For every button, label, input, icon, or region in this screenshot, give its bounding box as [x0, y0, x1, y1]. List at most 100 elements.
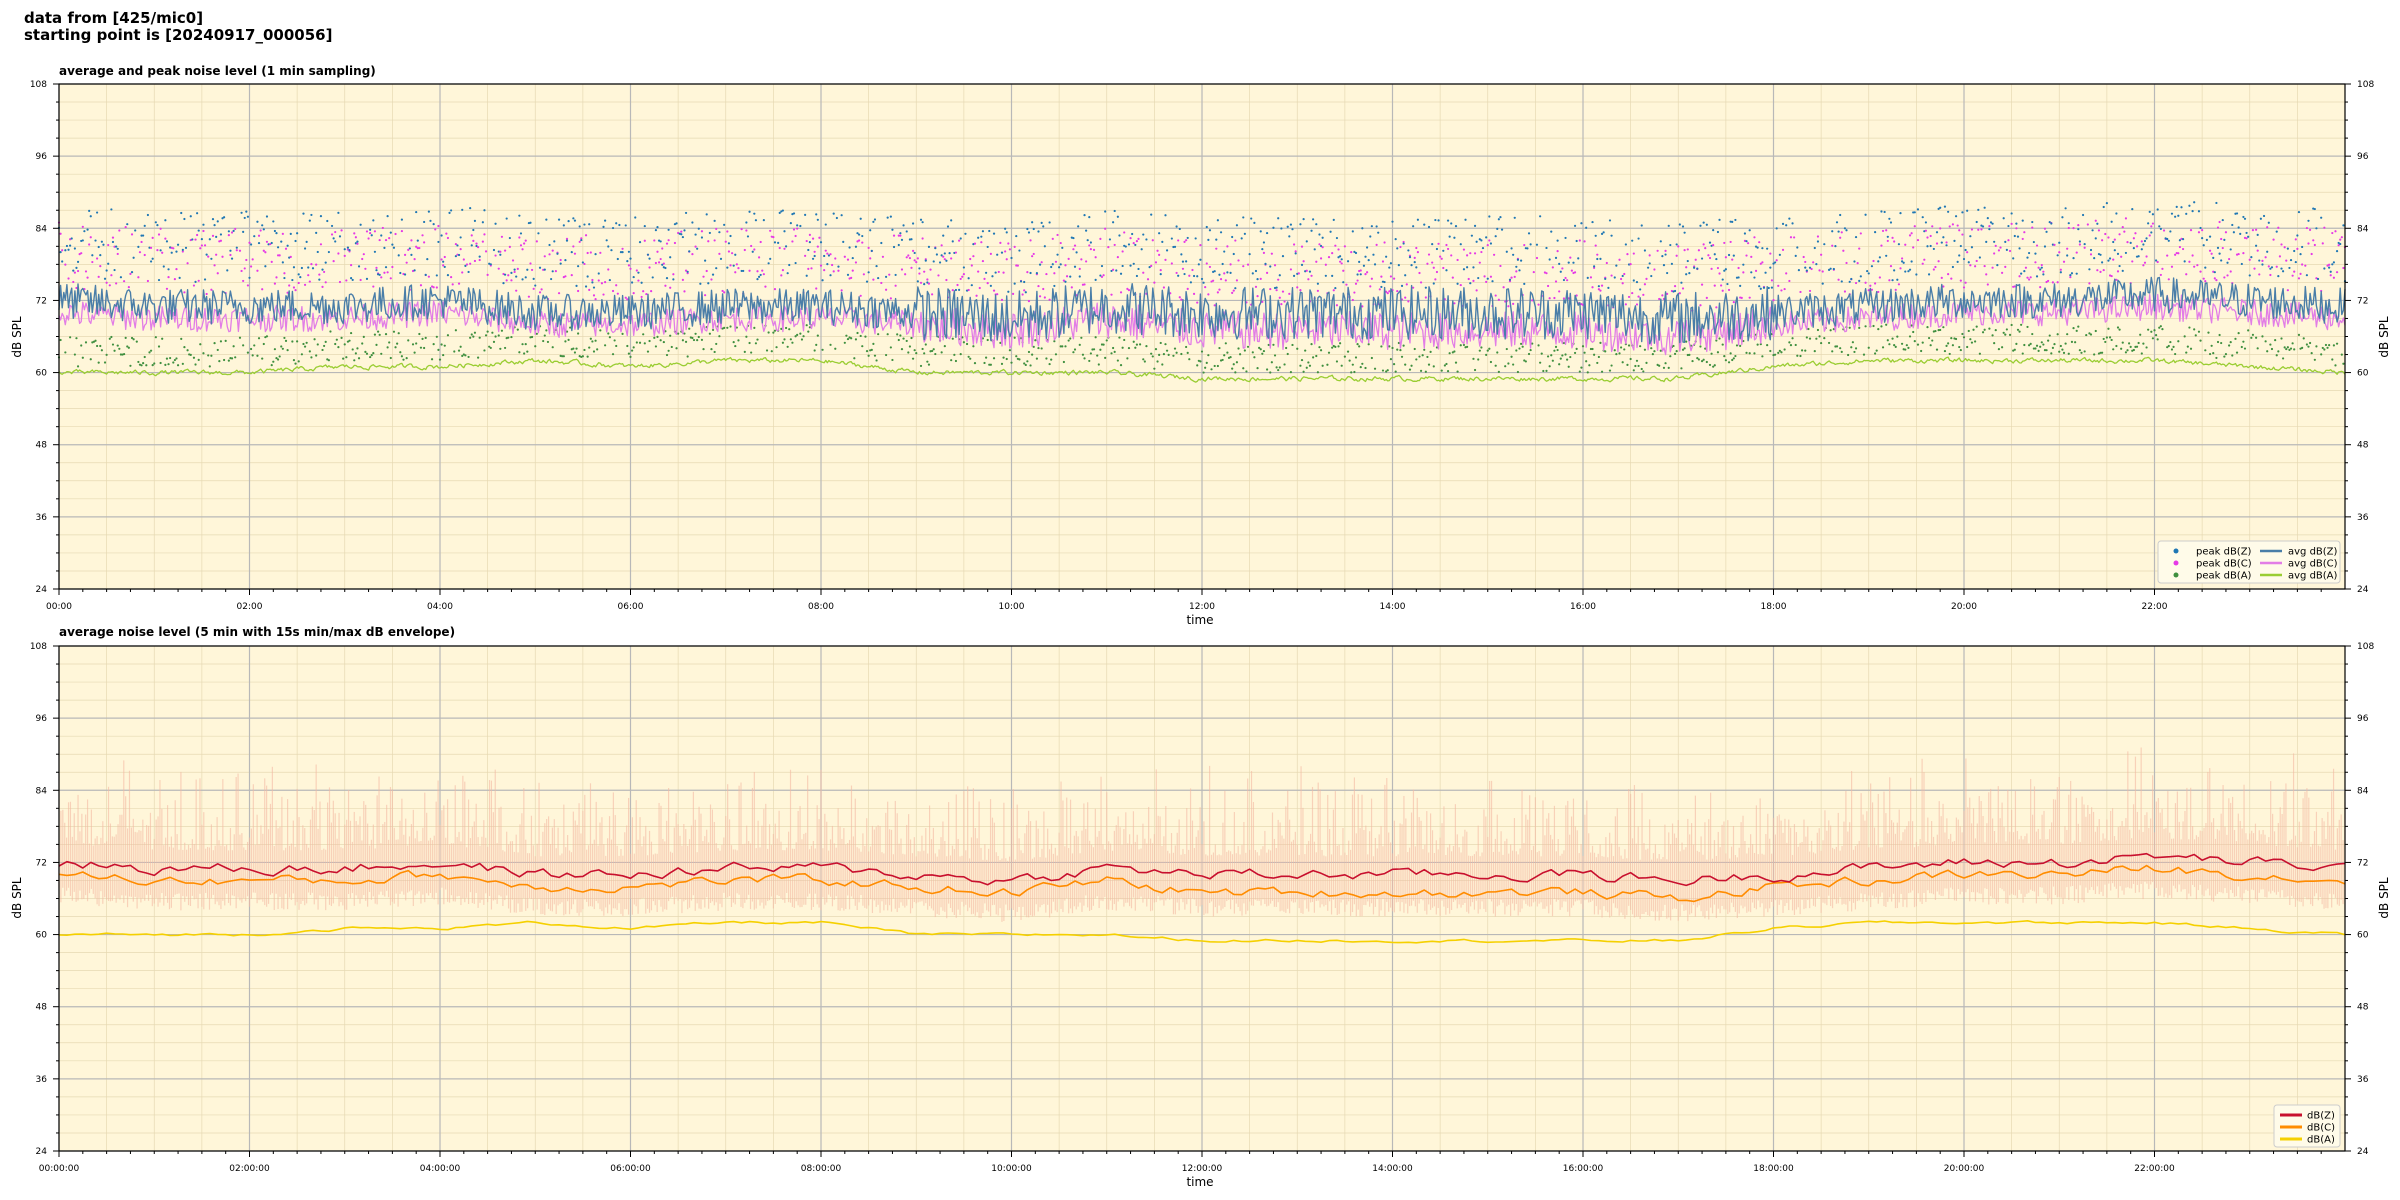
peak-dBA-point [1699, 345, 1702, 348]
peak-dBC-point [205, 292, 208, 296]
peak-dBZ-point [1991, 222, 1994, 225]
peak-dBC-point [905, 256, 908, 259]
peak-dBC-point [91, 260, 94, 264]
peak-dBC-point [1305, 269, 1308, 272]
peak-dBZ-point [1294, 252, 1297, 255]
peak-dBA-point [1134, 346, 1137, 349]
peak-dBZ-point [2005, 248, 2008, 251]
peak-dBA-point [1948, 352, 1951, 356]
peak-dBZ-point [1726, 282, 1729, 286]
peak-dBC-point [2297, 277, 2301, 280]
peak-dBZ-point [1383, 280, 1386, 284]
peak-dBA-point [329, 330, 332, 333]
peak-dBA-point [202, 352, 205, 355]
peak-dBZ-point [970, 284, 973, 287]
peak-dBA-point [2070, 340, 2074, 343]
peak-dBC-point [2124, 217, 2128, 220]
peak-dBA-point [1672, 344, 1675, 348]
peak-dBA-point [1894, 345, 1897, 348]
peak-dBZ-point [291, 278, 294, 282]
peak-dBC-point [759, 240, 762, 244]
y-tick-label-right: 48 [2357, 1003, 2369, 1013]
peak-dBA-point [164, 363, 167, 366]
peak-dBA-point [950, 359, 953, 362]
peak-dBC-point [161, 251, 164, 254]
peak-dBC-point [1821, 270, 1824, 273]
peak-dBA-point [92, 340, 96, 343]
peak-dBC-point [283, 272, 286, 275]
peak-dBZ-point [1215, 238, 1218, 241]
peak-dBC-point [661, 247, 664, 250]
peak-dBA-point [397, 332, 400, 335]
peak-dBA-point [346, 340, 350, 343]
peak-dBZ-point [1388, 266, 1391, 269]
peak-dBZ-point [1527, 232, 1531, 235]
peak-dBC-point [637, 279, 640, 282]
peak-dBC-point [437, 224, 440, 228]
peak-dBZ-point [442, 260, 445, 263]
peak-dBA-point [2027, 344, 2031, 347]
peak-dBC-point [1485, 280, 1488, 284]
peak-dBC-point [1040, 261, 1043, 264]
peak-dBZ-point [1261, 248, 1264, 251]
peak-dBA-point [1756, 343, 1759, 346]
peak-dBC-point [1799, 290, 1802, 294]
peak-dBC-point [1281, 290, 1285, 293]
peak-dBZ-point [926, 281, 929, 284]
peak-dBA-point [2256, 347, 2259, 350]
peak-dBZ-point [1513, 216, 1516, 219]
peak-dBC-point [2321, 242, 2324, 245]
peak-dBZ-point [2259, 217, 2262, 220]
peak-dBZ-point [184, 246, 188, 249]
peak-dBA-point [1591, 347, 1594, 351]
peak-dBZ-point [575, 284, 578, 287]
peak-dBA-point [1507, 362, 1510, 365]
peak-dBA-point [122, 352, 126, 356]
peak-dBZ-point [967, 277, 970, 280]
peak-dBA-point [165, 357, 169, 360]
peak-dBZ-point [97, 245, 100, 249]
peak-dBC-point [1324, 263, 1327, 266]
peak-dBZ-point [2113, 249, 2116, 252]
peak-dBA-point [2089, 333, 2093, 336]
peak-dBZ-point [1072, 236, 1075, 240]
peak-dBC-point [1192, 292, 1196, 295]
peak-dBA-point [492, 340, 496, 343]
peak-dBA-point [1545, 369, 1548, 372]
peak-dBZ-point [985, 271, 988, 274]
peak-dBZ-point [1423, 223, 1426, 226]
peak-dBC-point [1872, 259, 1875, 263]
peak-dBZ-point [905, 230, 908, 233]
peak-dBA-point [208, 365, 211, 368]
peak-dBA-point [1045, 357, 1048, 360]
peak-dBZ-point [1575, 239, 1578, 243]
peak-dBA-point [1854, 347, 1858, 350]
peak-dBC-point [1656, 249, 1659, 252]
peak-dBZ-point [1100, 264, 1104, 268]
peak-dBA-point [1277, 368, 1280, 372]
peak-dBC-point [1891, 236, 1894, 239]
peak-dBZ-point [1913, 211, 1916, 214]
peak-dBC-point [240, 269, 243, 273]
peak-dBC-point [64, 263, 67, 266]
peak-dBZ-point [2202, 244, 2205, 247]
peak-dBC-point [2010, 222, 2013, 225]
peak-dBZ-point [640, 281, 643, 284]
peak-dBZ-point [1362, 264, 1366, 267]
peak-dBZ-point [557, 218, 561, 221]
peak-dBA-point [737, 339, 740, 342]
peak-dBA-point [316, 343, 319, 346]
peak-dBA-point [573, 351, 577, 354]
peak-dBC-point [1623, 272, 1626, 276]
peak-dBZ-point [2021, 219, 2024, 222]
peak-dBZ-point [700, 236, 704, 239]
peak-dBZ-point [299, 276, 302, 279]
peak-dBZ-point [384, 266, 388, 269]
peak-dBZ-point [1835, 221, 1839, 224]
peak-dBA-point [807, 330, 810, 333]
peak-dBZ-point [548, 243, 551, 247]
peak-dBZ-point [1499, 216, 1502, 219]
peak-dBZ-point [989, 284, 992, 287]
peak-dBA-point [2207, 331, 2210, 334]
peak-dBC-point [334, 230, 337, 234]
